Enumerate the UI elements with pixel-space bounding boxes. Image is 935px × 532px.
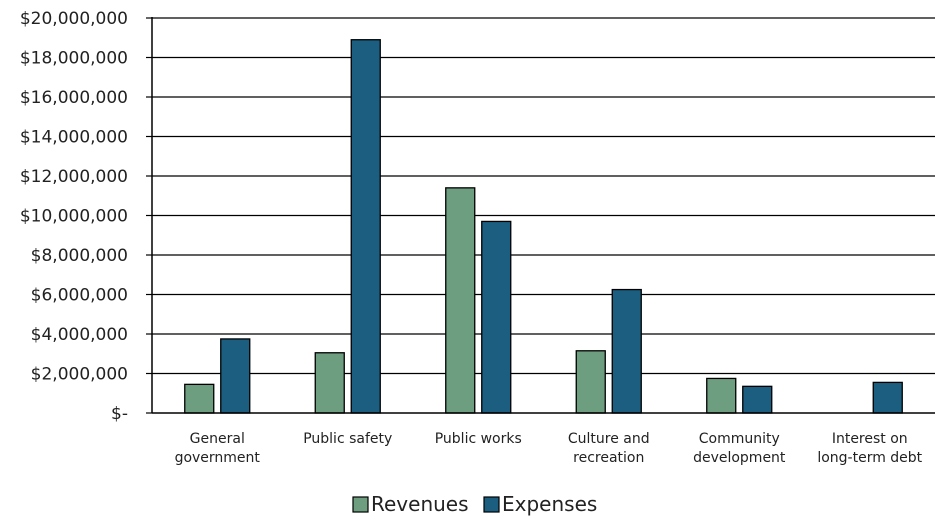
x-tick-label: General bbox=[190, 431, 245, 447]
bar-expenses-0 bbox=[220, 338, 251, 414]
y-tick-label: $20,000,000 bbox=[20, 9, 128, 29]
x-axis-ticks: General government Public safety Public wor… bbox=[175, 431, 923, 466]
y-axis-ticks: $- $2,000,000 $4,000,000 $6,000,000 $8,000,0… bbox=[20, 9, 152, 424]
y-tick-label: $8,000,000 bbox=[31, 246, 128, 266]
y-tick-label: $- bbox=[111, 404, 128, 424]
bar-revenues-4 bbox=[706, 377, 737, 414]
y-tick-label: $16,000,000 bbox=[20, 88, 128, 108]
x-tick-label: Public works bbox=[435, 431, 522, 447]
x-tick-label: Interest on bbox=[832, 431, 908, 447]
x-tick-label: Community bbox=[699, 431, 780, 447]
axes bbox=[151, 17, 935, 414]
x-tick-label: Culture and bbox=[568, 431, 650, 447]
legend-label-revenues: Revenues bbox=[371, 492, 469, 516]
legend-swatch-expenses bbox=[483, 496, 500, 513]
x-tick-label: long-term debt bbox=[817, 450, 922, 466]
y-tick-label: $6,000,000 bbox=[31, 286, 128, 306]
x-tick-label: recreation bbox=[573, 450, 644, 466]
bar-expenses-1 bbox=[350, 39, 381, 414]
gridlines bbox=[152, 17, 935, 375]
bar-revenues-1 bbox=[314, 352, 345, 414]
bar-expenses-4 bbox=[742, 385, 773, 414]
y-tick-label: $4,000,000 bbox=[31, 325, 128, 345]
bar-expenses-2 bbox=[481, 220, 512, 414]
x-tick-label: government bbox=[175, 450, 261, 466]
bars bbox=[184, 39, 903, 414]
y-tick-label: $10,000,000 bbox=[20, 207, 128, 227]
y-tick-label: $18,000,000 bbox=[20, 49, 128, 69]
y-tick-label: $12,000,000 bbox=[20, 167, 128, 187]
x-tick-label: Public safety bbox=[303, 431, 392, 447]
legend-swatch-revenues bbox=[352, 496, 369, 513]
legend-label-expenses: Expenses bbox=[502, 492, 597, 516]
bar-revenues-2 bbox=[445, 187, 476, 414]
bar-expenses-5 bbox=[872, 381, 903, 414]
bar-expenses-3 bbox=[611, 288, 642, 414]
y-tick-label: $2,000,000 bbox=[31, 365, 128, 385]
bar-revenues-3 bbox=[575, 350, 606, 414]
y-tick-label: $14,000,000 bbox=[20, 128, 128, 148]
x-tick-label: development bbox=[693, 450, 786, 466]
bar-revenues-0 bbox=[184, 383, 215, 414]
legend: Revenues Expenses bbox=[352, 492, 597, 516]
